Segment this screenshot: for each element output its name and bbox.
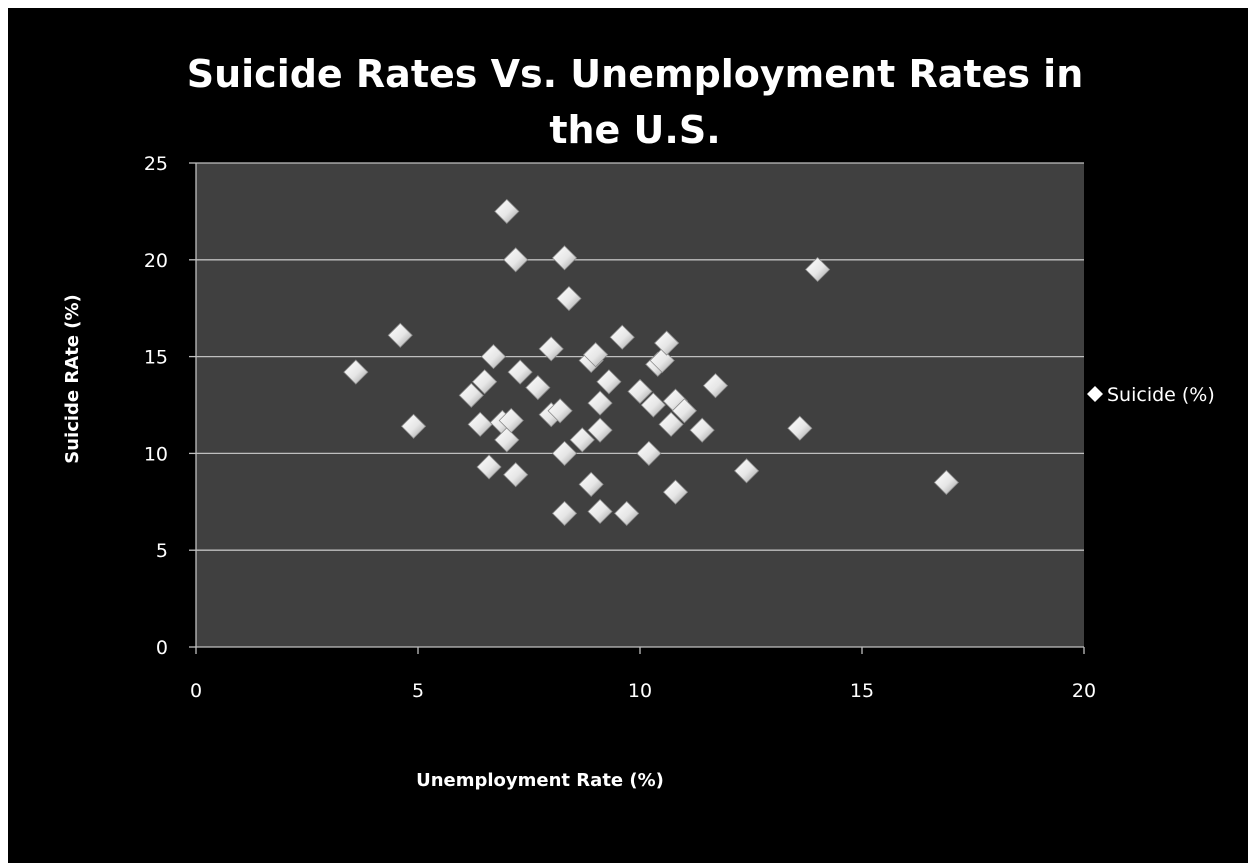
data-point [658,411,684,437]
chart-title: Suicide Rates Vs. Unemployment Rates in … [186,52,1084,152]
data-point [627,378,653,405]
data-point [609,324,635,350]
data-point [480,344,507,370]
data-point [556,285,582,312]
data-point [494,198,520,224]
y-tick-label: 0 [156,637,168,659]
data-point [733,458,760,484]
data-point [654,330,680,356]
x-tick-label: 0 [190,680,202,702]
legend-label: Suicide (%) [1107,384,1215,406]
data-point [503,462,529,488]
x-tick-label: 5 [412,680,424,702]
legend: Suicide (%) [1087,384,1215,406]
y-tick-label: 10 [144,443,168,465]
data-point [587,498,613,525]
data-point [805,256,831,283]
plot-area [196,163,1084,647]
y-tick-label: 20 [144,250,168,272]
data-point [387,322,413,348]
legend-marker-diamond-icon [1087,386,1103,402]
data-point [787,415,813,441]
data-point [640,392,666,418]
data-point [525,375,551,401]
axes: 0 5 10 15 20 25 0 5 10 15 20 [144,153,1096,702]
data-point [507,359,533,385]
data-point [933,469,959,496]
data-point [503,247,529,273]
data-point [551,500,578,526]
y-tick-label: 5 [156,540,168,562]
data-point [400,413,427,439]
data-point [551,245,578,271]
data-point [551,440,578,466]
data-point [538,336,564,362]
data-point [343,359,369,385]
y-axis-title: Suicide RAte (%) [62,294,83,464]
data-point [702,373,729,399]
data-point [494,427,520,453]
x-tick-label: 15 [850,680,874,702]
data-point [467,411,493,437]
y-tick-label: 15 [144,347,168,369]
data-point [587,390,613,416]
data-point [671,398,697,424]
x-tick-label: 20 [1072,680,1096,702]
x-tick-label: 10 [628,680,652,702]
data-point [596,369,622,395]
data-point [614,500,640,526]
data-point [636,440,662,466]
data-point [662,479,689,505]
data-point [472,369,498,395]
data-point [476,454,502,480]
data-point [587,417,613,443]
data-point [578,471,604,497]
data-points [343,198,959,526]
y-tick-label: 25 [144,153,168,175]
data-point [458,382,484,408]
data-point [569,427,595,453]
data-point [547,398,573,424]
data-point [583,342,609,368]
x-axis-title: Unemployment Rate (%) [416,770,664,791]
data-point [498,407,524,434]
gridlines [196,162,1084,551]
data-point [689,417,715,443]
data-point [649,347,675,374]
